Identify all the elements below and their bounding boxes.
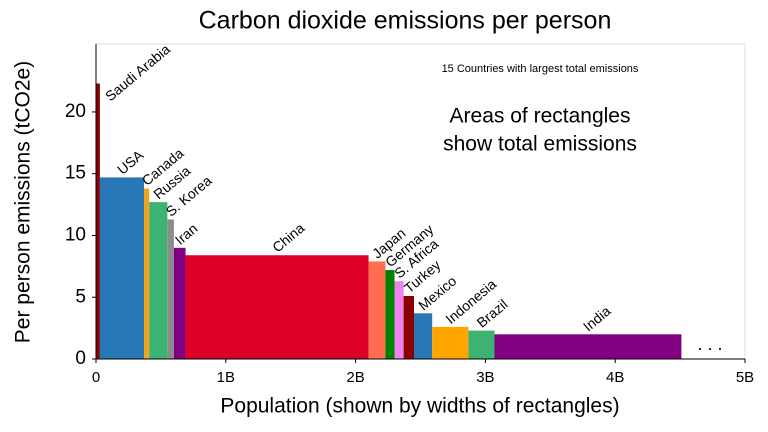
bar [368,261,386,359]
bar [99,177,145,359]
bar [173,247,186,359]
y-tick-label: 20 [65,101,86,122]
bar-label: Saudi Arabia [102,41,173,104]
annotation: Areas of rectangles [450,105,631,128]
x-tick-label: 1B [217,369,235,386]
y-tick-label: 10 [65,224,86,245]
bar [167,219,174,359]
bar [494,334,682,359]
bar [96,83,100,359]
y-tick-label: 0 [75,348,86,369]
annotation: show total emissions [443,133,637,156]
bar [403,296,415,359]
bar-label: China [269,219,307,255]
ellipsis: . . . [697,334,722,354]
x-tick-label: 4B [606,369,624,386]
bar-label: India [580,303,614,335]
y-axis-label: Per person emissions (tCO2e) [12,61,35,343]
bar [149,202,168,359]
y-tick-label: 15 [65,163,86,184]
bar [468,330,495,359]
x-axis-label: Population (shown by widths of rectangle… [220,395,619,418]
bar [432,326,469,359]
bar [185,255,369,359]
bar [385,270,395,359]
bar [144,188,150,359]
bar [414,313,433,359]
chart-title: Carbon dioxide emissions per person [199,7,612,35]
y-tick-label: 5 [75,286,86,307]
x-tick-label: 3B [476,369,494,386]
x-tick-label: 5B [736,369,754,386]
x-tick-label: 2B [346,369,364,386]
x-tick-label: 0 [92,369,100,386]
bar-label: Iran [172,220,201,248]
subtitle: 15 Countries with largest total emission… [442,63,639,75]
bar [394,281,404,359]
